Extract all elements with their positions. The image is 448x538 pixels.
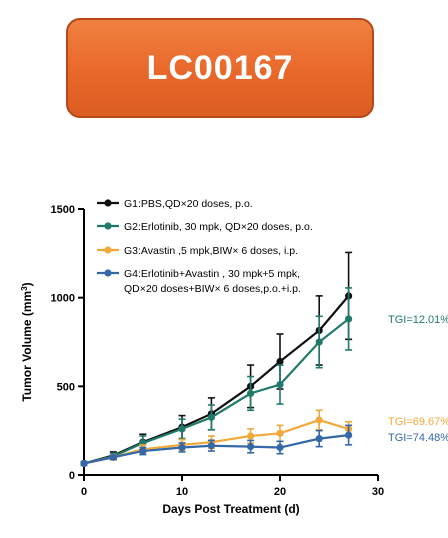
data-point xyxy=(247,443,255,451)
data-point xyxy=(80,459,88,468)
data-point xyxy=(207,413,215,421)
y-axis-title: Tumor Volume (mm3) xyxy=(20,282,35,401)
x-axis-title: Days Post Treatment (d) xyxy=(162,502,299,516)
x-tick-label: 30 xyxy=(372,486,384,498)
tgi-annotation: TGI=12.01% xyxy=(388,314,448,326)
x-tick-label: 20 xyxy=(274,486,286,498)
data-point xyxy=(178,425,186,433)
x-tick-label: 10 xyxy=(176,486,188,498)
legend-item-2: G2:Erlotinib, 30 mpk, QD×20 doses, p.o. xyxy=(97,221,313,233)
data-point xyxy=(247,389,255,398)
legend-swatch-marker xyxy=(104,246,112,254)
y-tick-label: 500 xyxy=(57,381,75,393)
legend-item-4: G4:Erlotinib+Avastin , 30 mpk+5 mpk, QD×2… xyxy=(97,268,301,295)
legend-label: G1:PBS,QD×20 doses, p.o. xyxy=(124,198,253,210)
y-axis-title-close: ) xyxy=(20,282,34,286)
data-point xyxy=(207,442,215,450)
chart-annotations: TGI=12.01% TGI=69.67% TGI=74.48% xyxy=(388,314,448,444)
legend-label: G4:Erlotinib+Avastin , 30 mpk+5 mpk, xyxy=(124,268,300,280)
legend-swatch-marker xyxy=(104,222,112,230)
y-tick-label: 0 xyxy=(69,470,75,482)
series-4 xyxy=(80,424,353,468)
legend-item-1: G1:PBS,QD×20 doses, p.o. xyxy=(97,198,253,210)
data-point xyxy=(276,357,284,366)
data-point xyxy=(276,380,284,389)
legend-label: G3:Avastin ,5 mpk,BIW× 6 doses, i.p. xyxy=(124,245,298,257)
series-line xyxy=(83,295,350,465)
data-point xyxy=(178,443,186,452)
legend-label: G2:Erlotinib, 30 mpk, QD×20 doses, p.o. xyxy=(124,221,313,233)
x-tick-label: 0 xyxy=(81,486,87,498)
legend-swatch-marker xyxy=(104,269,112,277)
chart-axes: 0 500 1000 1500 0 10 20 30 Days Post Treatment (… xyxy=(20,204,385,516)
data-point xyxy=(315,435,323,443)
data-point xyxy=(109,453,117,461)
legend-label-line2: QD×20 doses+BIW× 6 doses,p.o.+i.p. xyxy=(124,283,301,295)
series-3 xyxy=(80,409,353,468)
chart-legend: G1:PBS,QD×20 doses, p.o. G2:Erlotinib, 30… xyxy=(97,198,313,295)
legend-item-3: G3:Avastin ,5 mpk,BIW× 6 doses, i.p. xyxy=(97,245,298,257)
data-point xyxy=(345,315,353,323)
series-line xyxy=(83,434,349,465)
data-point xyxy=(315,416,323,424)
y-axis-title-text: Tumor Volume (mm xyxy=(20,291,34,402)
y-tick-label: 1000 xyxy=(51,293,75,305)
data-point xyxy=(139,447,147,455)
tgi-annotation: TGI=69.67% xyxy=(388,416,448,428)
data-point xyxy=(247,432,255,440)
data-point xyxy=(315,338,323,346)
legend-swatch-marker xyxy=(104,199,112,207)
data-point xyxy=(345,431,353,439)
tgi-annotation: TGI=74.48% xyxy=(388,432,448,444)
chart-series xyxy=(80,251,353,468)
data-point xyxy=(276,429,284,437)
study-id-label: LC00167 xyxy=(146,48,294,87)
y-axis-title-superscript: 3 xyxy=(20,286,29,291)
study-id-badge: LC00167 xyxy=(66,18,374,118)
y-tick-label: 1500 xyxy=(51,204,75,216)
data-point xyxy=(276,443,284,452)
